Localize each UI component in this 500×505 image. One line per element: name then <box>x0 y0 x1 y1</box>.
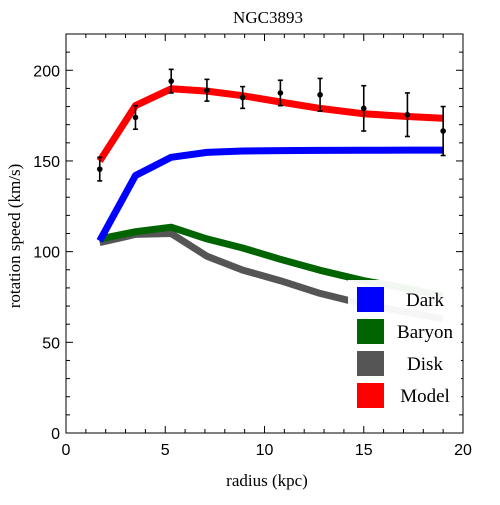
observation-point-4 <box>204 78 210 102</box>
y-tick-label: 150 <box>33 154 60 171</box>
legend-item-dark: Dark <box>357 287 444 312</box>
legend-label: Disk <box>407 354 443 375</box>
data-point <box>168 78 175 84</box>
plot-content <box>96 68 446 323</box>
y-tick-label: 200 <box>33 63 60 80</box>
x-tick-label: 20 <box>454 442 472 459</box>
x-axis-label: radius (kpc) <box>226 471 308 490</box>
legend-item-baryon: Baryon <box>357 319 453 344</box>
data-point <box>360 105 367 112</box>
observation-point-8 <box>360 84 367 132</box>
legend-item-model: Model <box>357 383 450 408</box>
y-tick-label: 100 <box>33 245 60 262</box>
x-tick-label: 5 <box>161 442 170 459</box>
y-tick-label: 0 <box>51 426 60 443</box>
legend-swatch <box>357 287 384 312</box>
observation-point-1 <box>96 156 103 182</box>
observation-point-3 <box>168 68 175 94</box>
observation-point-2 <box>132 104 139 131</box>
legend-swatch <box>357 319 384 344</box>
observation-point-10 <box>440 105 446 157</box>
legend-swatch <box>357 351 384 376</box>
data-point <box>204 87 210 94</box>
data-point <box>317 91 323 98</box>
chart-title: NGC3893 <box>233 8 303 27</box>
observation-point-9 <box>404 92 411 138</box>
data-point <box>277 90 284 96</box>
observation-point-6 <box>277 79 284 107</box>
x-tick-label: 0 <box>62 442 71 459</box>
legend-label: Dark <box>406 290 444 311</box>
legend-label: Baryon <box>397 322 453 343</box>
observation-point-5 <box>239 85 246 110</box>
data-point <box>96 166 103 172</box>
legend: Dark Baryon Disk Model <box>348 280 461 413</box>
data-point <box>132 114 139 121</box>
x-tick-label: 15 <box>355 442 373 459</box>
legend-label: Model <box>400 386 450 407</box>
x-tick-label: 10 <box>256 442 274 459</box>
series-line-dark <box>96 146 444 243</box>
y-axis-label: rotation speed (km/s) <box>5 164 24 308</box>
y-tick-label: 50 <box>42 335 60 352</box>
data-point <box>404 111 411 118</box>
data-point <box>239 94 246 101</box>
legend-item-disk: Disk <box>357 351 443 376</box>
data-point <box>440 128 446 134</box>
series-line-model <box>96 85 444 163</box>
legend-swatch <box>357 383 384 408</box>
observation-point-7 <box>317 77 323 112</box>
